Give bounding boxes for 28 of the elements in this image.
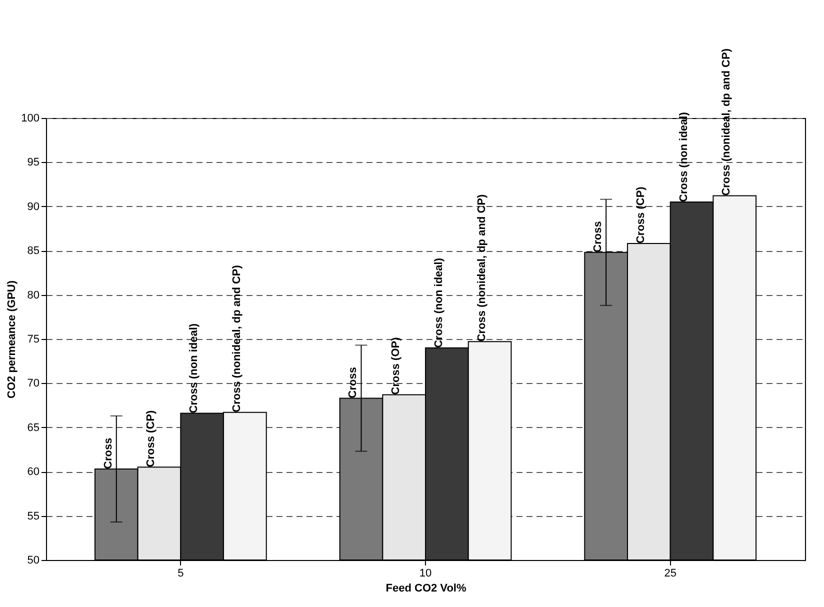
y-tick-label: 60 <box>27 466 40 478</box>
y-tick-label: 70 <box>27 378 40 390</box>
y-tick-label: 85 <box>27 245 40 258</box>
data-label: Cross <box>102 438 114 469</box>
y-tick-label: 100 <box>21 112 40 124</box>
data-label: Cross (non ideal) <box>432 258 445 348</box>
y-tick-label: 65 <box>27 422 40 434</box>
y-tick-label: 90 <box>27 200 40 213</box>
data-label: Cross (nonideal, dp and CP) <box>476 194 488 342</box>
data-label: Cross (CP) <box>634 186 647 244</box>
data-label: Cross <box>592 221 604 252</box>
y-tick-label: 95 <box>27 156 40 169</box>
data-label: Cross (nonideal, dp and CP) <box>720 48 733 196</box>
data-label: Cross (nonideal, dp and CP) <box>230 264 243 412</box>
x-tick-label: 10 <box>419 568 432 580</box>
y-tick-label: 55 <box>27 510 40 522</box>
y-tick-label: 75 <box>27 334 40 346</box>
data-label: Cross (non ideal) <box>678 112 690 202</box>
y-tick-label: 80 <box>27 289 40 302</box>
y-axis-title: CO2 permeance (GPU) <box>6 280 18 398</box>
data-label: Cross (OP) <box>390 336 402 395</box>
data-label: Cross <box>347 367 360 398</box>
data-label: Cross (CP) <box>145 410 158 468</box>
y-tick-label: 50 <box>27 554 40 566</box>
x-axis-title: Feed CO2 Vol% <box>386 582 466 594</box>
data-label: Cross (non ideal) <box>188 323 200 414</box>
x-tick-label: 5 <box>178 568 184 580</box>
x-tick-label: 25 <box>664 568 676 580</box>
